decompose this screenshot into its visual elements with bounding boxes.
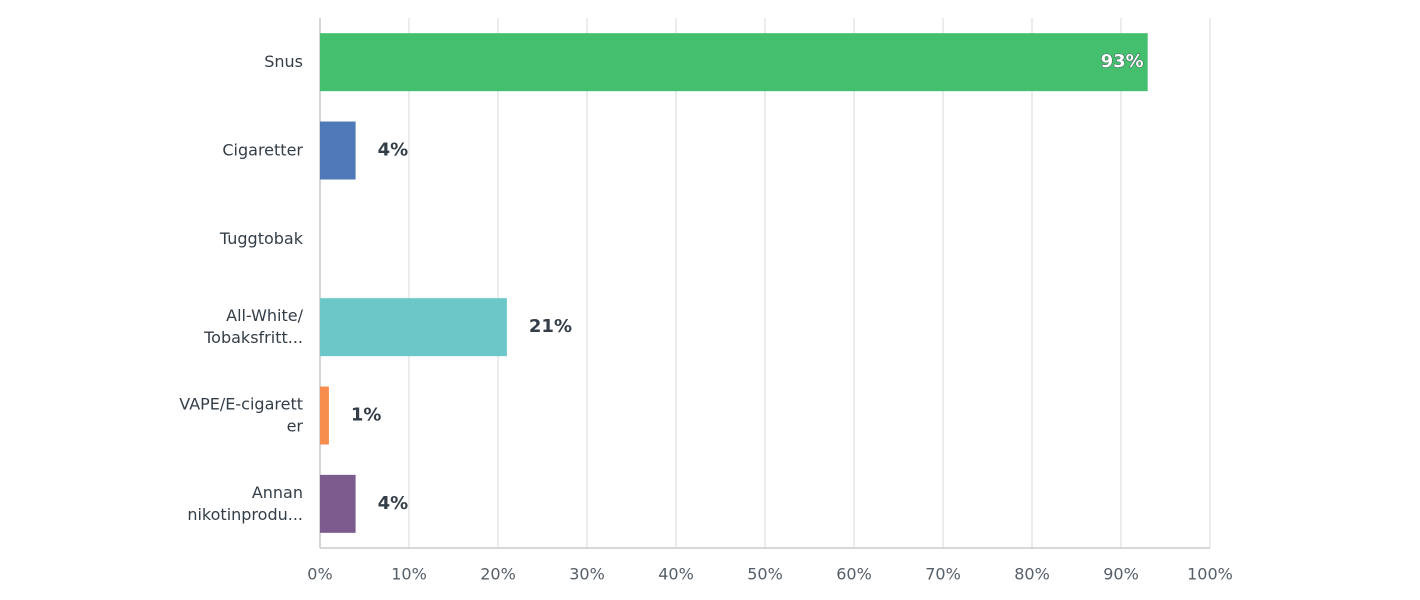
value-label: 4% bbox=[378, 493, 409, 514]
value-label: 4% bbox=[378, 140, 409, 161]
bar bbox=[320, 33, 1148, 92]
y-tick-label: Snus bbox=[264, 52, 303, 71]
x-tick-label: 100% bbox=[1187, 565, 1233, 584]
x-tick-label: 30% bbox=[569, 565, 605, 584]
y-tick-label: All-White/Tobaksfritt... bbox=[203, 306, 303, 347]
x-tick-label: 60% bbox=[836, 565, 872, 584]
x-tick-label: 50% bbox=[747, 565, 783, 584]
x-tick-label: 80% bbox=[1014, 565, 1050, 584]
x-tick-label: 20% bbox=[480, 565, 516, 584]
value-label: 1% bbox=[351, 405, 382, 426]
x-tick-label: 0% bbox=[307, 565, 332, 584]
x-tick-label: 40% bbox=[658, 565, 694, 584]
x-tick-label: 70% bbox=[925, 565, 961, 584]
x-tick-label: 10% bbox=[391, 565, 427, 584]
x-tick-label: 90% bbox=[1103, 565, 1139, 584]
value-label: 93% bbox=[1101, 51, 1144, 72]
value-label: 21% bbox=[529, 316, 572, 337]
bar bbox=[320, 386, 329, 445]
bar bbox=[320, 474, 356, 533]
y-tick-label: Annan nikotinprodu... bbox=[187, 482, 303, 523]
bar bbox=[320, 121, 356, 180]
y-tick-label: VAPE/E-cigarett er bbox=[179, 394, 303, 435]
y-tick-label: Cigaretter bbox=[222, 140, 303, 159]
bar bbox=[320, 298, 507, 357]
y-tick-label: Tuggtobak bbox=[219, 228, 304, 247]
